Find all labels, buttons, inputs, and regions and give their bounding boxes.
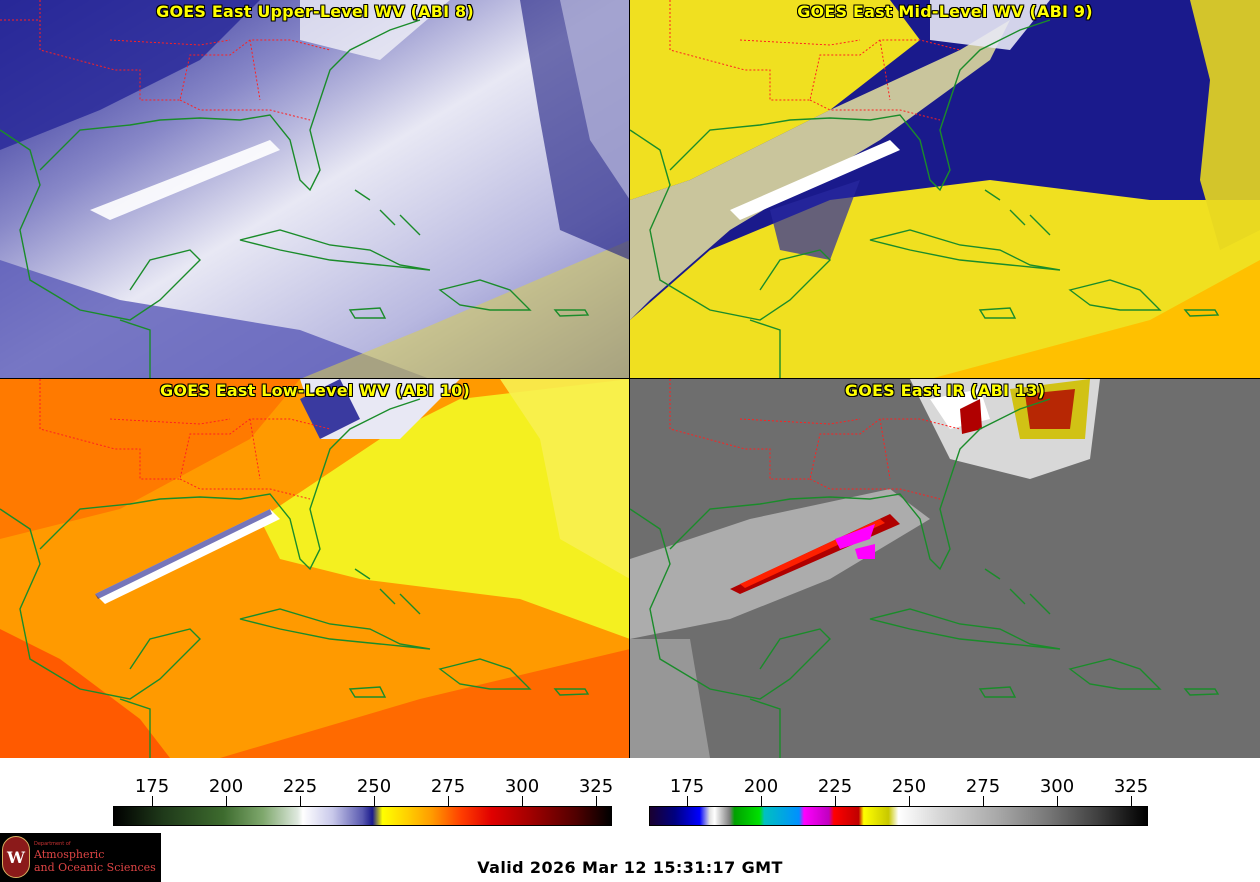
colorbar-tick-label: 175 <box>134 776 170 797</box>
colorbar-tick-label: 200 <box>208 776 244 797</box>
colorbar-tick <box>300 796 301 806</box>
colorbar-tick <box>152 796 153 806</box>
panel-title: GOES East Upper-Level WV (ABI 8) <box>156 2 474 21</box>
colorbar-tick <box>226 796 227 806</box>
upper-level-wv-image <box>0 0 630 379</box>
colorbar-ir <box>649 806 1148 826</box>
panel-divider-vertical <box>629 0 630 758</box>
colorbar-tick <box>374 796 375 806</box>
colorbar-tick-label: 250 <box>891 776 927 797</box>
colorbar-tick <box>983 796 984 806</box>
uw-seal-icon: W <box>2 836 30 878</box>
aos-logo: W Department of Atmospheric and Oceanic … <box>0 833 161 882</box>
colorbar-tick-label: 225 <box>282 776 318 797</box>
colorbar-tick <box>761 796 762 806</box>
colorbar-tick-label: 200 <box>743 776 779 797</box>
panel-title: GOES East IR (ABI 13) <box>844 381 1046 400</box>
panel-low-level-wv: GOES East Low-Level WV (ABI 10) <box>0 379 630 758</box>
colorbar-tick <box>687 796 688 806</box>
panel-divider-horizontal <box>0 378 1260 379</box>
panel-title: GOES East Mid-Level WV (ABI 9) <box>797 2 1093 21</box>
colorbar-tick-label: 225 <box>817 776 853 797</box>
colorbar-tick-label: 325 <box>578 776 614 797</box>
colorbar-tick <box>1057 796 1058 806</box>
colorbar-tick <box>448 796 449 806</box>
ir-image <box>630 379 1260 758</box>
panel-upper-level-wv: GOES East Upper-Level WV (ABI 8) <box>0 0 630 379</box>
colorbar-tick <box>1131 796 1132 806</box>
colorbar-tick-label: 300 <box>1039 776 1075 797</box>
panel-title: GOES East Low-Level WV (ABI 10) <box>159 381 470 400</box>
colorbar-tick-label: 325 <box>1113 776 1149 797</box>
colorbar-tick-label: 275 <box>430 776 466 797</box>
logo-department: Department of <box>34 841 71 847</box>
colorbar-tick <box>835 796 836 806</box>
colorbar-tick-label: 275 <box>965 776 1001 797</box>
logo-line-1: Atmospheric <box>34 848 105 861</box>
panel-mid-level-wv: GOES East Mid-Level WV (ABI 9) <box>630 0 1260 379</box>
colorbar-tick <box>522 796 523 806</box>
colorbar-tick-label: 250 <box>356 776 392 797</box>
colorbar-tick-label: 300 <box>504 776 540 797</box>
colorbar-tick-label: 175 <box>669 776 705 797</box>
mid-level-wv-image <box>630 0 1260 379</box>
panel-ir: GOES East IR (ABI 13) <box>630 379 1260 758</box>
valid-time: Valid 2026 Mar 12 15:31:17 GMT <box>477 858 783 877</box>
colorbar-water-vapor <box>113 806 612 826</box>
colorbar-tick <box>596 796 597 806</box>
colorbar-tick <box>909 796 910 806</box>
low-level-wv-image <box>0 379 630 758</box>
logo-line-2: and Oceanic Sciences <box>34 861 156 874</box>
